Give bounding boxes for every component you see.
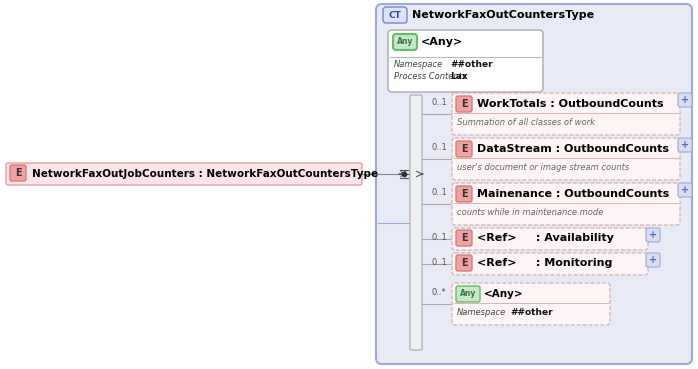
Text: E: E xyxy=(461,144,468,154)
Text: Namespace: Namespace xyxy=(394,60,443,69)
Text: 0..1: 0..1 xyxy=(432,188,447,197)
FancyBboxPatch shape xyxy=(452,138,680,180)
Text: +: + xyxy=(681,185,689,195)
Text: NetworkFaxOutJobCounters : NetworkFaxOutCountersType: NetworkFaxOutJobCounters : NetworkFaxOut… xyxy=(32,169,378,179)
Text: E: E xyxy=(461,258,468,268)
FancyBboxPatch shape xyxy=(452,93,680,135)
Text: Mainenance : OutboundCounts: Mainenance : OutboundCounts xyxy=(477,189,669,199)
Text: WorkTotals : OutboundCounts: WorkTotals : OutboundCounts xyxy=(477,99,664,109)
Text: <Ref>     : Monitoring: <Ref> : Monitoring xyxy=(477,258,612,268)
FancyBboxPatch shape xyxy=(452,228,648,250)
Text: DataStream : OutboundCounts: DataStream : OutboundCounts xyxy=(477,144,669,154)
Text: Summation of all classes of work: Summation of all classes of work xyxy=(457,118,595,127)
Text: E: E xyxy=(15,168,22,178)
Text: ##other: ##other xyxy=(450,60,493,69)
Text: counts while in maintenance mode: counts while in maintenance mode xyxy=(457,208,603,217)
Text: +: + xyxy=(681,95,689,105)
Text: NetworkFaxOutCountersType: NetworkFaxOutCountersType xyxy=(412,10,594,20)
FancyBboxPatch shape xyxy=(393,34,417,50)
Text: <Any>: <Any> xyxy=(421,37,463,47)
FancyBboxPatch shape xyxy=(6,163,362,185)
FancyBboxPatch shape xyxy=(456,255,472,271)
Text: Namespace: Namespace xyxy=(457,308,506,317)
Text: ##other: ##other xyxy=(510,308,553,317)
FancyBboxPatch shape xyxy=(646,228,660,242)
Text: E: E xyxy=(461,233,468,243)
FancyBboxPatch shape xyxy=(678,93,692,107)
FancyBboxPatch shape xyxy=(456,186,472,202)
FancyBboxPatch shape xyxy=(452,183,680,225)
Text: +: + xyxy=(681,140,689,150)
Text: CT: CT xyxy=(389,10,401,20)
FancyBboxPatch shape xyxy=(456,96,472,112)
Text: +: + xyxy=(649,255,657,265)
FancyBboxPatch shape xyxy=(10,165,26,181)
FancyBboxPatch shape xyxy=(678,138,692,152)
Text: Lax: Lax xyxy=(450,72,468,81)
Text: 0..1: 0..1 xyxy=(432,143,447,152)
Text: Process Contents: Process Contents xyxy=(394,72,466,81)
Text: 0..1: 0..1 xyxy=(432,233,447,242)
Text: user's document or image stream counts: user's document or image stream counts xyxy=(457,163,630,172)
Text: <Any>: <Any> xyxy=(484,289,524,299)
Text: +: + xyxy=(649,230,657,240)
Text: 0..*: 0..* xyxy=(432,288,447,297)
FancyBboxPatch shape xyxy=(456,286,480,302)
Text: E: E xyxy=(461,189,468,199)
FancyBboxPatch shape xyxy=(376,4,692,364)
FancyBboxPatch shape xyxy=(452,253,648,275)
FancyBboxPatch shape xyxy=(678,183,692,197)
Text: Any: Any xyxy=(396,38,413,46)
Text: E: E xyxy=(461,99,468,109)
FancyBboxPatch shape xyxy=(456,230,472,246)
Text: 0..1: 0..1 xyxy=(432,258,447,267)
FancyBboxPatch shape xyxy=(646,253,660,267)
Text: Any: Any xyxy=(460,290,476,299)
FancyBboxPatch shape xyxy=(410,95,422,350)
FancyBboxPatch shape xyxy=(383,7,407,23)
Text: 0..1: 0..1 xyxy=(432,98,447,107)
FancyBboxPatch shape xyxy=(456,141,472,157)
Text: <Ref>     : Availability: <Ref> : Availability xyxy=(477,233,614,243)
FancyBboxPatch shape xyxy=(388,30,543,92)
FancyBboxPatch shape xyxy=(452,283,610,325)
